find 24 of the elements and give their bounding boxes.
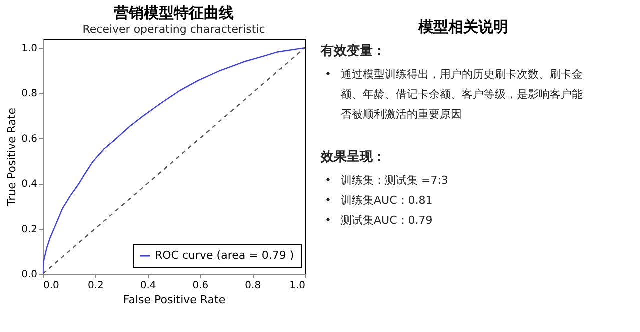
x-tick-label: 0.0 [44,280,60,292]
text: 效果呈现： [320,150,386,165]
y-tick-label: 0.6 [22,134,38,145]
text: • 训练集：测试集 =7:3 [325,174,448,187]
text: 有效变量： [320,43,386,59]
x-tick-label: 0.4 [140,280,156,292]
chart-title: 营销模型特征曲线 [113,4,234,22]
y-tick-label: 1.0 [22,44,38,55]
x-axis-title: False Positive Rate [123,294,226,306]
y-tick-label: 0.4 [22,179,38,190]
y-axis-title: True Positive Rate [6,108,19,207]
text: • 训练集AUC：0.81 [325,194,433,207]
chart-subtitle: Receiver operating characteristic [82,23,266,36]
y-tick-label: 0.2 [22,224,38,236]
y-tick-label: 0.8 [22,88,38,100]
y-tick-label: 0.0 [22,270,38,280]
text: 模型相关说明 [418,18,508,36]
x-tick-label: 0.2 [88,280,104,292]
legend-label: ROC curve (area = 0.79 ) [155,249,294,262]
x-tick-label: 0.6 [192,280,209,292]
text: • 通过模型训练得出，用户的历史刷卡次数、刷卡金额、年龄、借记卡余额、客户等级，是影响客户能否被顺利激活的重要原因 [325,68,583,121]
text: • 测试集AUC：0.79 [325,214,433,227]
x-tick-label: 1.0 [290,280,306,292]
x-tick-label: 0.8 [245,280,262,292]
